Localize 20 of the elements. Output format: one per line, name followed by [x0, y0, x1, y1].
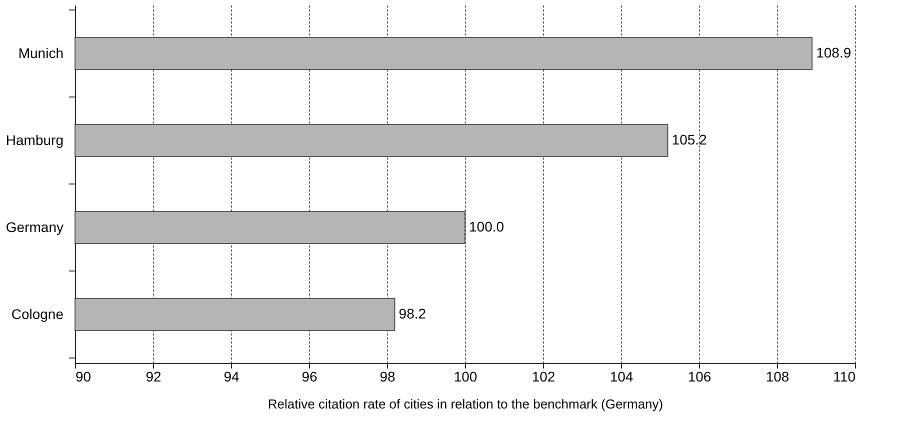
x-tick-label: 94 [224, 368, 240, 384]
x-tick-label: 90 [76, 368, 92, 384]
x-tick-label: 110 [833, 368, 856, 384]
x-tick-label: 96 [302, 368, 318, 384]
data-label: 108.9 [816, 44, 852, 60]
x-tick-label: 106 [688, 368, 712, 384]
x-tick-label: 102 [532, 368, 556, 384]
x-tick-label: 108 [766, 368, 790, 384]
x-tick-label: 98 [380, 368, 396, 384]
x-axis-title: Relative citation rate of cities in relation to the benchmark (Germany) [268, 396, 664, 412]
x-tick-label: 100 [454, 368, 478, 384]
x-tick-label: 92 [146, 368, 162, 384]
y-tick-label: Munich [18, 45, 64, 61]
x-tick-label: 104 [610, 368, 634, 384]
data-label: 105.2 [672, 132, 708, 148]
y-tick-label: Cologne [11, 306, 64, 322]
data-label: 98.2 [398, 306, 426, 322]
data-label: 100.0 [469, 218, 504, 234]
y-tick-label: Hamburg [6, 132, 64, 148]
y-tick-label: Germany [6, 219, 64, 235]
